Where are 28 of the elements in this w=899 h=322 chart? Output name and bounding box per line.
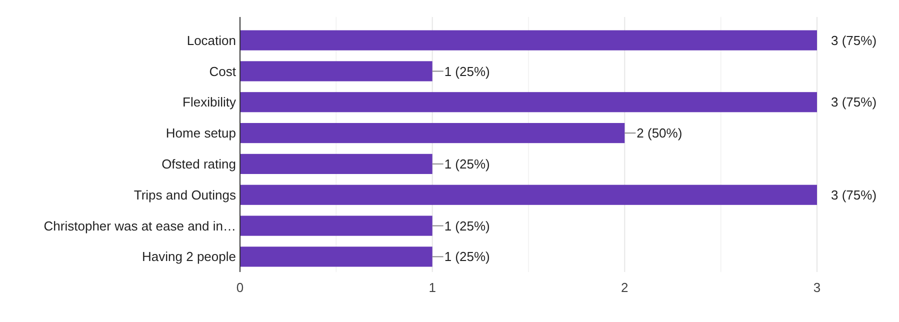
data-label: 1 (25%) <box>444 64 490 79</box>
x-tick-label: 0 <box>236 280 244 295</box>
bar <box>240 216 432 236</box>
data-label: 1 (25%) <box>444 156 490 172</box>
x-tick-label: 3 <box>813 280 821 295</box>
bar <box>240 246 432 267</box>
data-label: 3 (75%) <box>831 187 877 202</box>
y-tick-label: Trips and Outings <box>134 187 236 202</box>
x-tick-label: 1 <box>428 280 436 295</box>
y-tick-label: Home setup <box>166 126 236 141</box>
data-label: 1 (25%) <box>444 218 490 234</box>
data-label: 3 (75%) <box>831 32 877 48</box>
data-label: 3 (75%) <box>831 94 877 110</box>
bar <box>240 92 817 112</box>
y-tick-label: Christopher was at ease and in… <box>44 218 236 234</box>
bar <box>240 154 432 174</box>
bar <box>240 184 817 205</box>
y-tick-label: Ofsted rating <box>162 156 236 172</box>
bar <box>240 61 432 82</box>
y-tick-label: Location <box>186 32 236 48</box>
bar <box>240 122 625 144</box>
y-tick-label: Cost <box>209 64 236 79</box>
y-tick-label: Flexibility <box>182 94 236 110</box>
bar <box>240 30 817 50</box>
y-tick-label: Having 2 people <box>142 249 236 264</box>
x-tick-label: 2 <box>621 280 628 295</box>
data-label: 1 (25%) <box>444 249 490 264</box>
data-label: 2 (50%) <box>636 126 682 141</box>
